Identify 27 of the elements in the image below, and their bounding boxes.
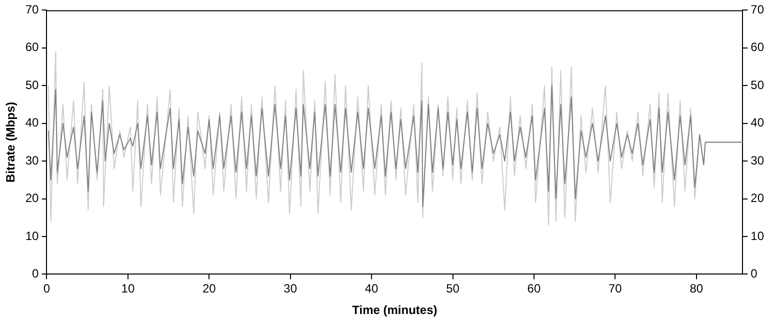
y-tick-label: 0 (32, 266, 40, 281)
x-tick-label: 50 (446, 282, 460, 296)
x-tick-label: 0 (43, 282, 50, 296)
y2-tick-label: 30 (750, 153, 764, 168)
y-tick-label: 50 (25, 78, 40, 92)
x-tick-label: 10 (121, 282, 135, 296)
y-tick-label: 70 (25, 2, 40, 17)
x-tick-label: 30 (284, 282, 298, 296)
x-axis-title: Time (minutes) (352, 303, 438, 318)
y2-tick-label: 50 (750, 78, 764, 92)
y2-tick-label: 40 (750, 116, 764, 130)
y-tick-label: 30 (25, 153, 40, 168)
x-tick-label: 70 (608, 282, 622, 296)
y2-tick-label: 60 (750, 40, 764, 54)
x-tick-label: 20 (202, 282, 216, 296)
y-axis-title: Bitrate (Mbps) (4, 102, 18, 183)
x-tick-label: 40 (364, 282, 379, 296)
y-tick-label: 40 (25, 116, 40, 130)
y2-tick-label: 20 (750, 191, 764, 206)
y-tick-label: 60 (25, 40, 40, 54)
y2-tick-label: 0 (750, 266, 758, 281)
y-tick-label: 20 (25, 191, 40, 206)
x-tick-label: 60 (527, 282, 541, 296)
y-tick-label: 10 (25, 228, 40, 243)
x-tick-label: 80 (690, 282, 704, 296)
y2-tick-label: 70 (750, 2, 764, 17)
y2-tick-label: 10 (750, 228, 764, 243)
